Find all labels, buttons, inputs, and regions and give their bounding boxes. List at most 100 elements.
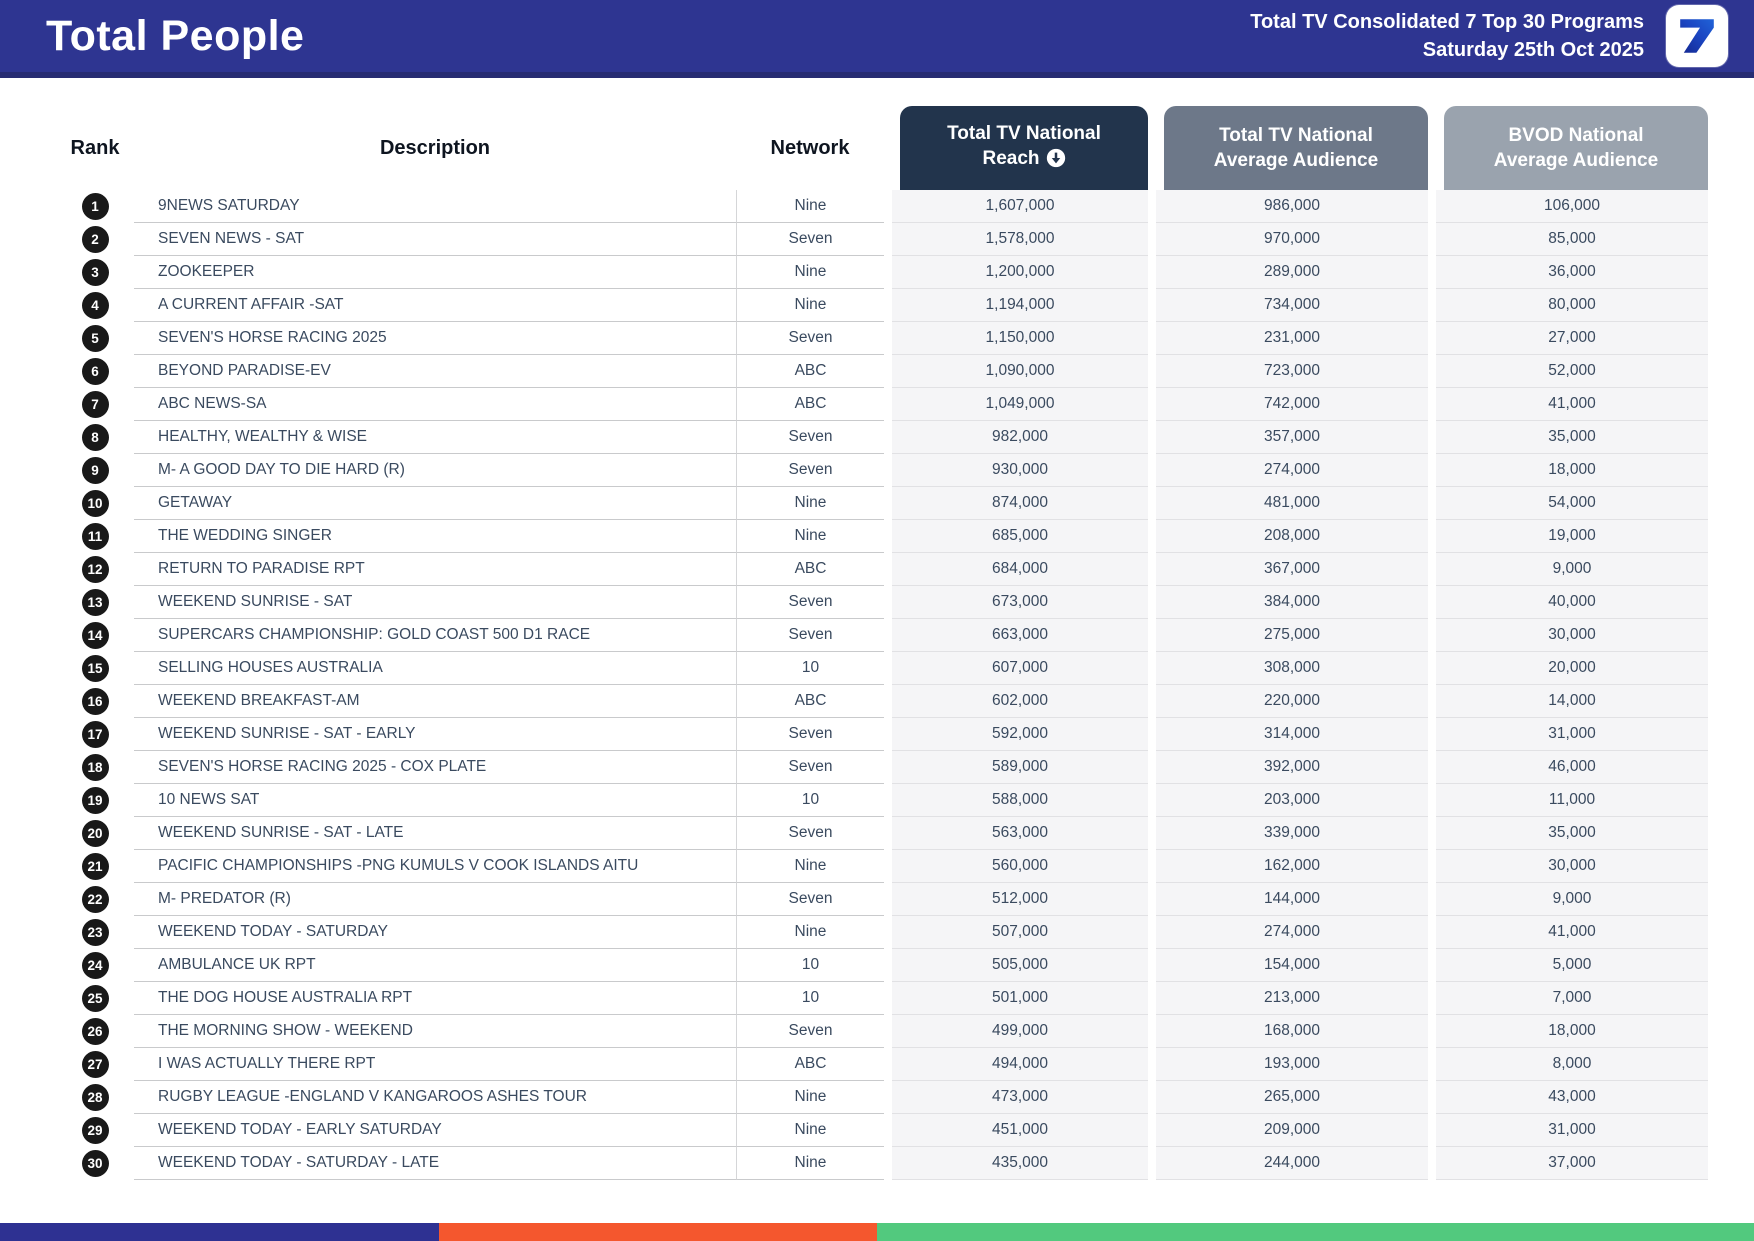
reach-value: 1,607,000 bbox=[892, 190, 1148, 223]
reach-value: 1,200,000 bbox=[892, 256, 1148, 289]
footer-segment-blue bbox=[0, 1223, 439, 1241]
bvod-audience-value: 37,000 bbox=[1436, 1147, 1708, 1180]
avg-audience-value: 154,000 bbox=[1156, 949, 1428, 982]
rank-cell: 22 bbox=[56, 883, 134, 916]
column-header-bvod-label: BVOD National Average Audience bbox=[1493, 124, 1659, 171]
table-row: 22 M- PREDATOR (R) Seven 512,000 144,000… bbox=[56, 883, 1708, 916]
reach-cell: 1,150,000 bbox=[884, 322, 1148, 355]
rank-cell: 16 bbox=[56, 685, 134, 718]
reach-value: 602,000 bbox=[892, 685, 1148, 718]
program-description: AMBULANCE UK RPT bbox=[134, 949, 736, 982]
bvod-audience-value: 85,000 bbox=[1436, 223, 1708, 256]
reach-value: 589,000 bbox=[892, 751, 1148, 784]
network-cell: Seven bbox=[736, 751, 884, 784]
network-cell: Seven bbox=[736, 883, 884, 916]
avg-audience-cell: 274,000 bbox=[1148, 916, 1428, 949]
network-cell: Nine bbox=[736, 916, 884, 949]
rank-badge: 8 bbox=[81, 424, 109, 451]
network-cell: Nine bbox=[736, 256, 884, 289]
column-header-avg-label: Total TV National Average Audience bbox=[1213, 124, 1379, 171]
bvod-audience-value: 18,000 bbox=[1436, 454, 1708, 487]
bvod-audience-cell: 18,000 bbox=[1428, 454, 1708, 487]
column-header-reach[interactable]: Total TV National Reach bbox=[900, 106, 1148, 190]
bvod-audience-cell: 40,000 bbox=[1428, 586, 1708, 619]
reach-value: 588,000 bbox=[892, 784, 1148, 817]
avg-audience-value: 265,000 bbox=[1156, 1081, 1428, 1114]
avg-audience-cell: 392,000 bbox=[1148, 751, 1428, 784]
reach-value: 499,000 bbox=[892, 1015, 1148, 1048]
avg-audience-value: 392,000 bbox=[1156, 751, 1428, 784]
bvod-audience-value: 35,000 bbox=[1436, 817, 1708, 850]
program-description: GETAWAY bbox=[134, 487, 736, 520]
reach-cell: 1,049,000 bbox=[884, 388, 1148, 421]
reach-cell: 451,000 bbox=[884, 1114, 1148, 1147]
network-cell: Nine bbox=[736, 487, 884, 520]
network-cell: Seven bbox=[736, 619, 884, 652]
reach-value: 1,194,000 bbox=[892, 289, 1148, 322]
avg-audience-value: 193,000 bbox=[1156, 1048, 1428, 1081]
bvod-audience-cell: 20,000 bbox=[1428, 652, 1708, 685]
avg-audience-cell: 208,000 bbox=[1148, 520, 1428, 553]
reach-value: 501,000 bbox=[892, 982, 1148, 1015]
avg-audience-cell: 289,000 bbox=[1148, 256, 1428, 289]
rank-badge: 12 bbox=[81, 556, 109, 583]
avg-audience-cell: 154,000 bbox=[1148, 949, 1428, 982]
seven-network-logo-icon bbox=[1666, 5, 1728, 67]
rank-badge: 17 bbox=[81, 721, 109, 748]
program-description: M- A GOOD DAY TO DIE HARD (R) bbox=[134, 454, 736, 487]
rank-cell: 25 bbox=[56, 982, 134, 1015]
table-row: 21 PACIFIC CHAMPIONSHIPS -PNG KUMULS V C… bbox=[56, 850, 1708, 883]
program-description: SEVEN'S HORSE RACING 2025 bbox=[134, 322, 736, 355]
avg-audience-value: 357,000 bbox=[1156, 421, 1428, 454]
reach-value: 663,000 bbox=[892, 619, 1148, 652]
reach-value: 512,000 bbox=[892, 883, 1148, 916]
reach-cell: 1,194,000 bbox=[884, 289, 1148, 322]
rank-cell: 24 bbox=[56, 949, 134, 982]
program-description: SEVEN NEWS - SAT bbox=[134, 223, 736, 256]
avg-audience-value: 275,000 bbox=[1156, 619, 1428, 652]
table-row: 23 WEEKEND TODAY - SATURDAY Nine 507,000… bbox=[56, 916, 1708, 949]
reach-cell: 588,000 bbox=[884, 784, 1148, 817]
rank-cell: 19 bbox=[56, 784, 134, 817]
table-row: 17 WEEKEND SUNRISE - SAT - EARLY Seven 5… bbox=[56, 718, 1708, 751]
circle-arrow-down-icon bbox=[1046, 148, 1066, 175]
avg-audience-cell: 367,000 bbox=[1148, 553, 1428, 586]
avg-audience-value: 162,000 bbox=[1156, 850, 1428, 883]
table-row: 19 10 NEWS SAT 10 588,000 203,000 11,000 bbox=[56, 784, 1708, 817]
rank-cell: 1 bbox=[56, 190, 134, 223]
program-description: THE MORNING SHOW - WEEKEND bbox=[134, 1015, 736, 1048]
avg-audience-cell: 986,000 bbox=[1148, 190, 1428, 223]
rank-badge: 18 bbox=[81, 754, 109, 781]
avg-audience-cell: 168,000 bbox=[1148, 1015, 1428, 1048]
bvod-audience-value: 35,000 bbox=[1436, 421, 1708, 454]
rank-badge: 2 bbox=[81, 226, 109, 253]
table-row: 18 SEVEN'S HORSE RACING 2025 - COX PLATE… bbox=[56, 751, 1708, 784]
avg-audience-value: 314,000 bbox=[1156, 718, 1428, 751]
network-cell: ABC bbox=[736, 355, 884, 388]
reach-value: 560,000 bbox=[892, 850, 1148, 883]
rank-cell: 6 bbox=[56, 355, 134, 388]
rank-badge: 10 bbox=[81, 490, 109, 517]
bvod-audience-cell: 37,000 bbox=[1428, 1147, 1708, 1180]
avg-audience-cell: 274,000 bbox=[1148, 454, 1428, 487]
rank-cell: 20 bbox=[56, 817, 134, 850]
avg-audience-value: 203,000 bbox=[1156, 784, 1428, 817]
avg-audience-cell: 384,000 bbox=[1148, 586, 1428, 619]
reach-value: 874,000 bbox=[892, 487, 1148, 520]
network-cell: Nine bbox=[736, 1114, 884, 1147]
avg-audience-cell: 723,000 bbox=[1148, 355, 1428, 388]
column-header-bvod-cell: BVOD National Average Audience bbox=[1428, 106, 1708, 190]
reach-value: 607,000 bbox=[892, 652, 1148, 685]
column-header-reach-label: Total TV National Reach bbox=[947, 122, 1101, 169]
program-description: WEEKEND BREAKFAST-AM bbox=[134, 685, 736, 718]
rank-cell: 27 bbox=[56, 1048, 134, 1081]
reach-cell: 560,000 bbox=[884, 850, 1148, 883]
bvod-audience-value: 7,000 bbox=[1436, 982, 1708, 1015]
reach-cell: 607,000 bbox=[884, 652, 1148, 685]
reach-value: 685,000 bbox=[892, 520, 1148, 553]
column-header-reach-cell: Total TV National Reach bbox=[884, 106, 1148, 190]
avg-audience-value: 734,000 bbox=[1156, 289, 1428, 322]
bvod-audience-cell: 30,000 bbox=[1428, 850, 1708, 883]
rank-badge: 19 bbox=[81, 787, 109, 814]
table-row: 4 A CURRENT AFFAIR -SAT Nine 1,194,000 7… bbox=[56, 289, 1708, 322]
